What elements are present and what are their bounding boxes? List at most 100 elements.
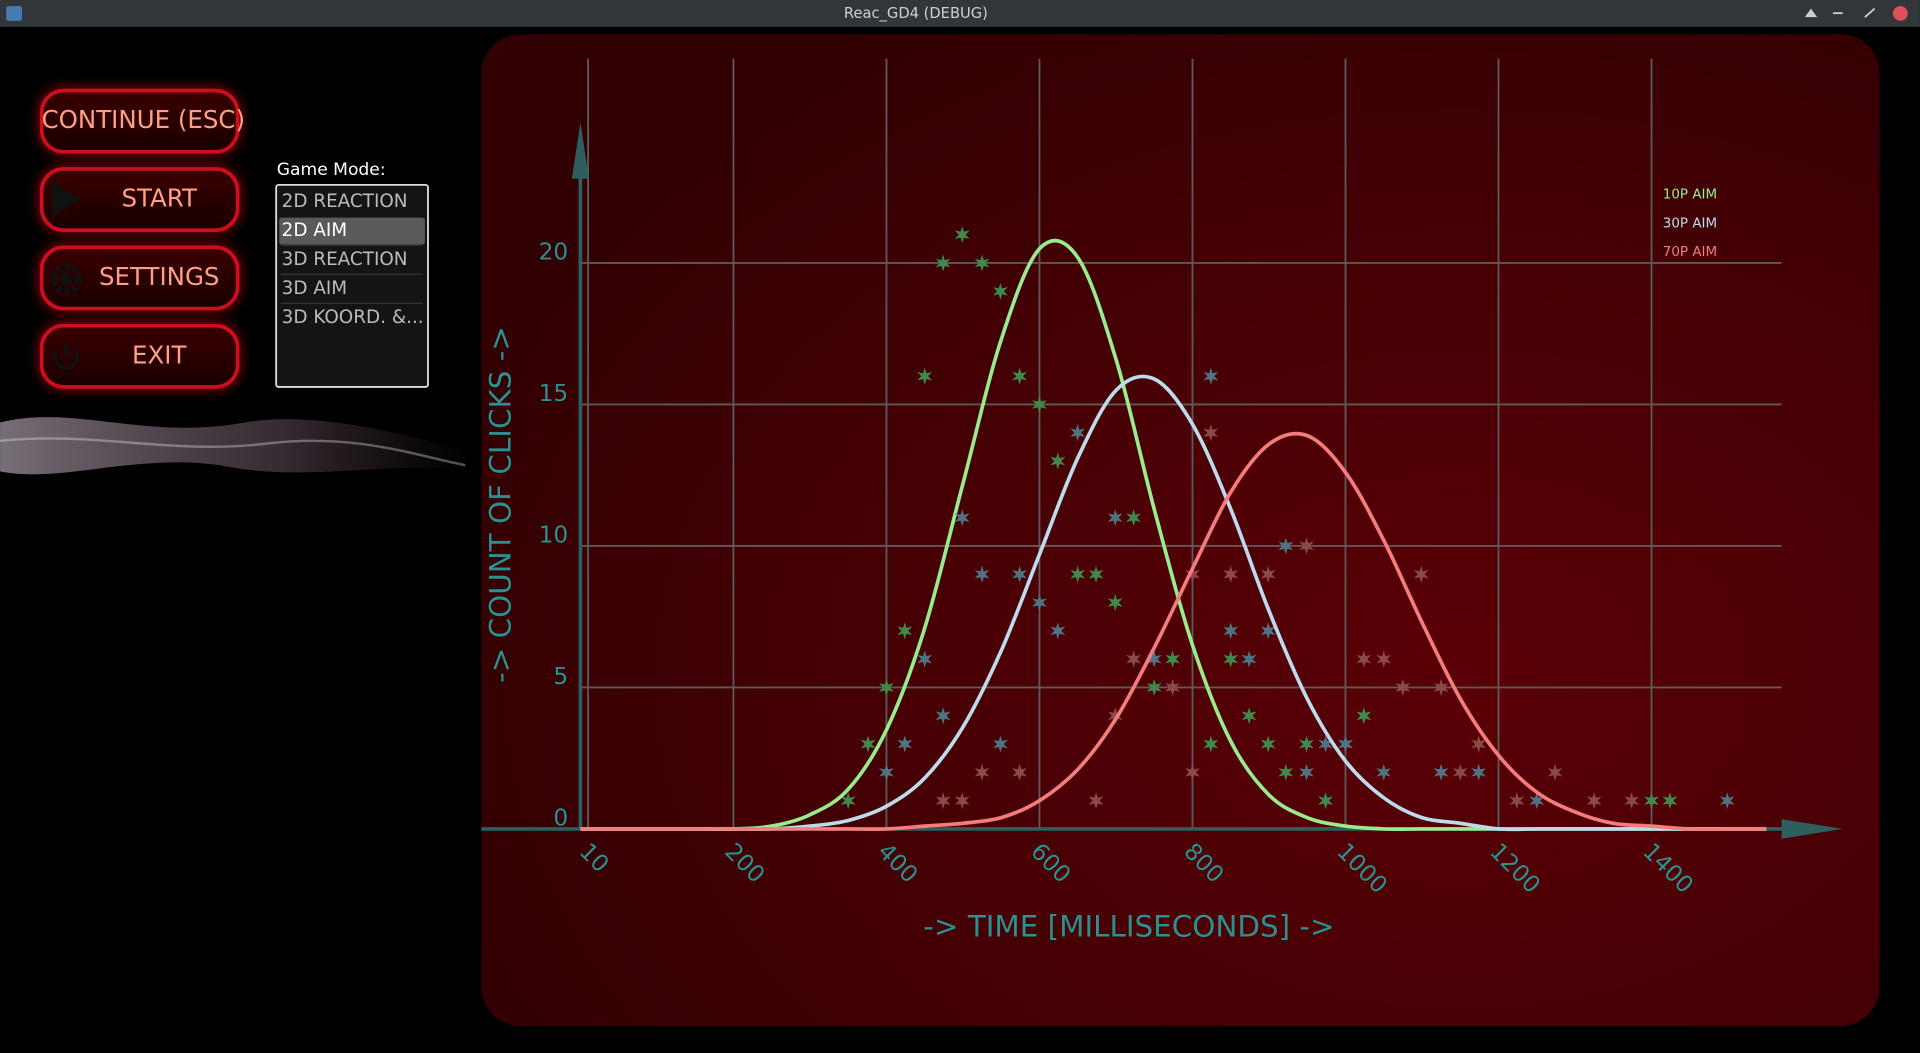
data-point bbox=[1126, 650, 1141, 668]
game-mode-option[interactable]: 3D AIM bbox=[282, 278, 347, 299]
data-point bbox=[1356, 707, 1372, 725]
game-mode-option[interactable]: 2D AIM bbox=[282, 220, 347, 241]
data-point bbox=[974, 565, 990, 583]
data-point bbox=[1088, 565, 1104, 583]
y-axis-arrow bbox=[571, 122, 590, 179]
data-point bbox=[1050, 622, 1066, 640]
legend-entry: 10P AIM bbox=[1663, 188, 1717, 203]
data-point bbox=[1547, 763, 1563, 781]
app-icon bbox=[6, 6, 23, 21]
data-point bbox=[935, 707, 951, 725]
data-point bbox=[954, 792, 970, 810]
menu-button[interactable]: EXIT bbox=[39, 323, 240, 389]
game-mode-option[interactable]: 3D REACTION bbox=[282, 249, 408, 270]
data-point bbox=[1624, 792, 1640, 810]
data-point bbox=[1203, 735, 1219, 753]
maximize[interactable] bbox=[1864, 7, 1876, 18]
close[interactable] bbox=[1893, 6, 1908, 21]
data-point bbox=[1719, 792, 1735, 810]
data-point bbox=[1107, 707, 1123, 725]
smoke bbox=[0, 417, 478, 475]
data-point bbox=[1278, 763, 1294, 781]
data-point bbox=[1107, 593, 1123, 612]
data-point bbox=[1509, 792, 1525, 810]
data-point bbox=[897, 735, 913, 753]
button-background[interactable] bbox=[39, 323, 240, 389]
data-point bbox=[935, 254, 951, 272]
data-point bbox=[1471, 735, 1487, 753]
data-point bbox=[1395, 678, 1411, 696]
data-point bbox=[1165, 650, 1181, 668]
data-point bbox=[1012, 763, 1027, 781]
data-point bbox=[1586, 792, 1602, 810]
data-point bbox=[879, 678, 894, 696]
data-point bbox=[897, 622, 913, 640]
chart-panel bbox=[481, 34, 1880, 1027]
game-mode-option[interactable]: 2D REACTION bbox=[282, 191, 408, 212]
data-point bbox=[1146, 678, 1162, 696]
data-point bbox=[1126, 509, 1141, 527]
data-point bbox=[917, 650, 933, 668]
selected-highlight bbox=[279, 217, 425, 245]
data-point bbox=[1146, 650, 1162, 668]
button-label[interactable]: START bbox=[121, 184, 198, 213]
data-point bbox=[1260, 622, 1276, 640]
button-label[interactable]: EXIT bbox=[132, 340, 187, 369]
data-point bbox=[1165, 678, 1181, 696]
data-point bbox=[1471, 763, 1487, 781]
data-point bbox=[840, 792, 856, 810]
data-point bbox=[1070, 424, 1086, 442]
power-icon bbox=[53, 349, 80, 370]
play-icon bbox=[51, 181, 81, 218]
button-label[interactable]: SETTINGS bbox=[99, 262, 219, 291]
data-point bbox=[879, 763, 894, 781]
data-point bbox=[1012, 565, 1027, 583]
button-label[interactable]: CONTINUE (ESC) bbox=[42, 105, 245, 134]
minimize[interactable] bbox=[1833, 12, 1843, 15]
data-point bbox=[1260, 735, 1276, 753]
series-line bbox=[580, 431, 1767, 831]
data-point bbox=[1278, 537, 1294, 555]
data-point bbox=[1299, 763, 1314, 781]
data-point bbox=[1185, 565, 1200, 583]
menu-button[interactable]: START bbox=[39, 167, 240, 233]
data-point bbox=[1338, 735, 1353, 753]
data-point bbox=[1318, 792, 1334, 810]
menu-button[interactable]: SETTINGS bbox=[39, 245, 240, 311]
data-point bbox=[1031, 593, 1047, 612]
x-axis-arrow bbox=[1781, 819, 1843, 839]
y-axis-title: -> COUNT OF CLICKS -> bbox=[484, 326, 518, 683]
legend-entry: 30P AIM bbox=[1663, 216, 1717, 231]
keep-above[interactable] bbox=[1804, 8, 1818, 18]
button-background[interactable] bbox=[39, 88, 240, 154]
data-point bbox=[1644, 792, 1659, 810]
data-point bbox=[1452, 763, 1468, 781]
y-tick-label: 15 bbox=[539, 380, 569, 407]
data-point bbox=[1012, 367, 1027, 385]
data-point bbox=[954, 226, 970, 244]
y-tick-label: 10 bbox=[539, 522, 569, 549]
button-background[interactable] bbox=[39, 245, 240, 311]
data-point bbox=[1376, 650, 1392, 668]
data-point bbox=[1318, 735, 1334, 753]
data-point bbox=[974, 763, 990, 781]
data-point bbox=[1241, 707, 1257, 725]
data-point bbox=[1260, 565, 1276, 583]
title-bar bbox=[0, 0, 1920, 27]
legend-entry: 70P AIM bbox=[1663, 245, 1717, 260]
data-point bbox=[1433, 678, 1449, 696]
button-background[interactable] bbox=[39, 167, 240, 233]
y-tick-label: 20 bbox=[539, 239, 569, 266]
game-mode-option[interactable]: 3D KOORD. &... bbox=[282, 307, 424, 328]
window-controls[interactable] bbox=[1804, 6, 1908, 21]
data-point bbox=[1185, 763, 1200, 781]
data-point bbox=[1203, 424, 1219, 442]
data-point bbox=[917, 367, 933, 385]
data-point bbox=[860, 735, 876, 753]
y-tick-label: 0 bbox=[553, 805, 568, 832]
data-point bbox=[1050, 452, 1066, 470]
menu-button[interactable]: CONTINUE (ESC) bbox=[39, 88, 245, 154]
data-point bbox=[1088, 792, 1104, 810]
